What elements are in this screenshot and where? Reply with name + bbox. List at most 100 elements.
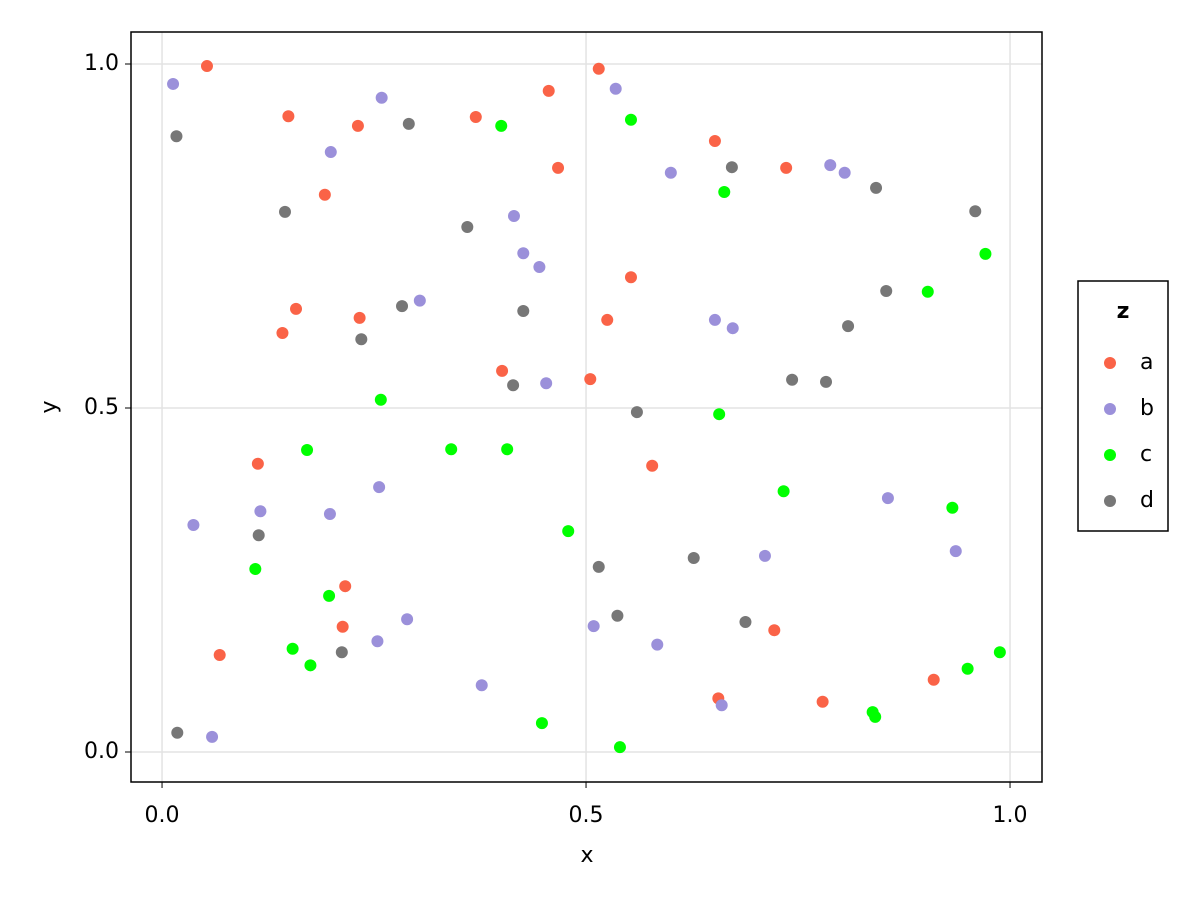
point: [323, 507, 336, 520]
point: [507, 379, 520, 392]
point: [584, 373, 597, 386]
point: [252, 529, 265, 542]
point: [979, 247, 992, 260]
point: [304, 659, 317, 672]
point: [375, 91, 388, 104]
point: [646, 459, 659, 472]
point: [708, 313, 721, 326]
point: [475, 679, 488, 692]
x-tick-label: 0.0: [145, 803, 180, 828]
point: [921, 285, 934, 298]
point: [842, 320, 855, 333]
point: [725, 161, 738, 174]
point: [249, 562, 262, 575]
point: [927, 673, 940, 686]
point: [206, 730, 219, 743]
x-tick-label: 0.5: [569, 803, 604, 828]
x-axis-label: x: [580, 843, 593, 868]
point: [881, 492, 894, 505]
point: [768, 624, 781, 637]
point: [213, 648, 226, 661]
point: [339, 580, 352, 593]
point: [402, 117, 415, 130]
point: [517, 247, 530, 260]
legend-label: b: [1140, 396, 1154, 421]
y-tick-label: 0.5: [84, 395, 119, 420]
x-tick-label: 1.0: [993, 803, 1028, 828]
point: [374, 393, 387, 406]
point: [469, 110, 482, 123]
legend-box: [1077, 280, 1169, 532]
point: [726, 322, 739, 335]
point: [167, 77, 180, 90]
point: [786, 373, 799, 386]
point: [324, 146, 337, 159]
point: [562, 525, 575, 538]
point: [318, 188, 331, 201]
point: [495, 119, 508, 132]
point: [336, 620, 349, 633]
point: [507, 210, 520, 223]
point: [961, 662, 974, 675]
y-tick-label: 1.0: [84, 51, 119, 76]
point: [401, 613, 414, 626]
point: [323, 589, 336, 602]
point: [613, 741, 626, 754]
point: [286, 642, 299, 655]
legend-title: z: [1117, 299, 1130, 324]
point: [373, 481, 386, 494]
point: [630, 406, 643, 419]
point: [413, 294, 426, 307]
point: [993, 646, 1006, 659]
point: [611, 609, 624, 622]
point: [609, 82, 622, 95]
point: [664, 166, 677, 179]
point: [282, 110, 295, 123]
point: [838, 166, 851, 179]
point: [949, 545, 962, 558]
point: [651, 638, 664, 651]
point: [353, 311, 366, 324]
y-tick-label: 0.0: [84, 739, 119, 764]
point: [687, 551, 700, 564]
point: [946, 501, 959, 514]
point: [542, 84, 555, 97]
point: [276, 327, 289, 340]
legend-label: a: [1140, 350, 1153, 375]
point: [251, 457, 264, 470]
point: [969, 205, 982, 218]
point: [624, 113, 637, 126]
point: [758, 549, 771, 562]
point: [461, 221, 474, 234]
point: [496, 364, 509, 377]
point: [870, 181, 883, 194]
point: [715, 699, 728, 712]
point: [254, 505, 267, 518]
point: [351, 119, 364, 132]
point: [355, 333, 368, 346]
point: [278, 205, 291, 218]
point: [171, 726, 184, 739]
point: [820, 375, 833, 388]
point: [290, 302, 303, 315]
point: [816, 695, 829, 708]
legend-label: d: [1140, 488, 1154, 513]
point: [777, 485, 790, 498]
point: [739, 615, 752, 628]
point: [200, 60, 213, 73]
point: [780, 161, 793, 174]
point: [601, 313, 614, 326]
point: [587, 620, 600, 633]
y-axis-label: y: [37, 400, 62, 413]
point: [445, 443, 458, 456]
point: [535, 717, 548, 730]
point: [880, 285, 893, 298]
point: [187, 518, 200, 531]
point: [533, 260, 546, 273]
point: [501, 443, 514, 456]
point: [592, 62, 605, 75]
point: [170, 130, 183, 143]
point: [540, 377, 553, 390]
